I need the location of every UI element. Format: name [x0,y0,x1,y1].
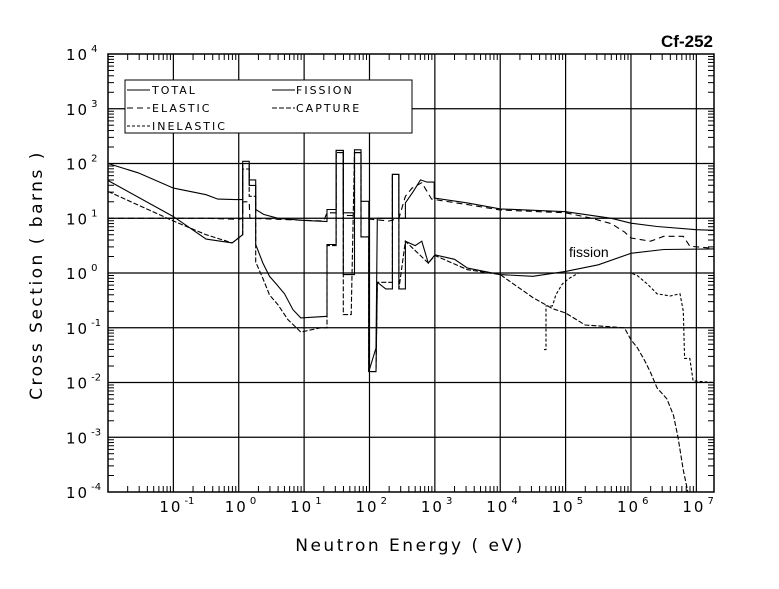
series-line-inelastic [544,272,715,384]
y-tick-label: 10 2 [66,154,97,174]
legend-label-fission: FISSION [296,84,354,97]
legend-label-inelastic: INELASTIC [152,120,227,133]
y-tick-label: 10 -1 [66,318,101,338]
x-axis-title: Neutron Energy ( eV) [295,536,525,556]
series-group [107,149,715,493]
x-tick-label: 10 3 [421,496,452,516]
legend-label-total: TOTAL [151,84,197,97]
y-tick-label: 10 3 [66,99,97,119]
y-tick-label: 10 1 [66,208,97,228]
x-tick-label: 10 1 [290,496,321,516]
series-line-capture [107,152,689,493]
x-tick-label: 10 -1 [159,496,194,516]
chart-title: Cf-252 [661,32,713,51]
fission-annotation: fission [569,244,609,260]
y-tick-label: 10 -4 [66,482,101,502]
legend-box [124,79,413,134]
x-tick-labels: 10 -1 10 0 10 1 10 2 10 3 10 4 10 5 10 6 10 7 [159,496,713,516]
legend-label-elastic: ELASTIC [152,102,211,115]
x-tick-label: 10 2 [355,496,386,516]
legend-label-capture: CAPTURE [296,102,361,115]
y-tick-label: 10 0 [66,263,97,283]
x-tick-label: 10 7 [682,496,713,516]
x-tick-label: 10 5 [552,496,583,516]
y-tick-label: 10 4 [66,44,97,64]
x-tick-label: 10 6 [617,496,648,516]
axis-ticks [108,54,714,492]
series-line-elastic [108,152,715,249]
series-line-total [107,149,715,372]
y-tick-label: 10 -3 [66,427,101,447]
series-line-fission [107,149,715,373]
x-tick-label: 10 4 [486,496,517,516]
legend: TOTAL FISSION ELASTIC CAPTURE INELASTIC [124,79,413,134]
y-tick-label: 10 -2 [66,373,101,393]
plot-frame [107,53,715,493]
y-axis-title: Cross Section ( barns ) [27,150,47,400]
x-tick-label: 10 0 [225,496,256,516]
